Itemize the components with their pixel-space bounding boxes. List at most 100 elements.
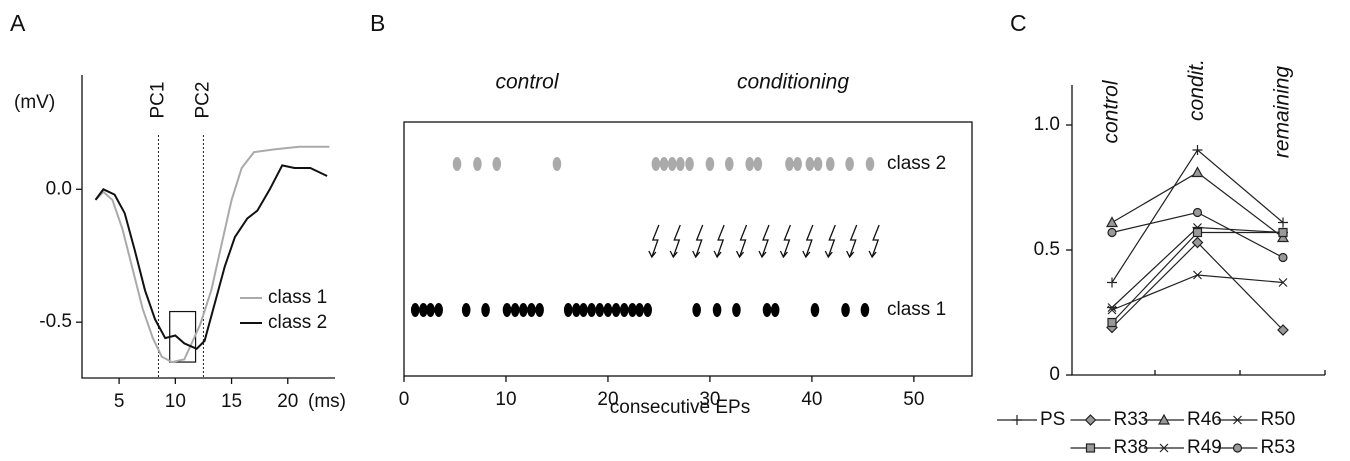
category-label: remaining [1271,66,1294,159]
x-tick-label: 10 [165,391,186,412]
ep-dot [481,303,490,317]
ep-dot [860,303,870,317]
x-tick-label: 50 [903,389,924,410]
marker [1159,443,1169,453]
ep-dot [426,303,435,317]
ep-dot [762,303,772,317]
ep-dot [805,157,815,171]
legend-label: R38 [1114,437,1149,458]
ep-dot [770,303,780,317]
ep-dot [712,303,722,317]
marker [1278,252,1288,263]
stimulus [713,224,725,259]
ep-dot [461,303,471,317]
ep-dot [510,303,520,317]
x-tick-label: 20 [597,389,618,410]
row-label: class 2 [887,153,946,174]
legend-label: R50 [1261,409,1296,430]
ep-dot [572,303,581,317]
ep-dot [732,303,741,317]
panel-label: A [10,10,26,36]
y-tick-label: 0.0 [46,178,72,199]
marker [1232,415,1243,425]
x-tick-label: 30 [699,389,720,410]
marker [1192,207,1203,218]
ep-dot [793,157,802,171]
ep-dot [745,157,754,171]
legend-label: R53 [1261,437,1296,458]
ep-dot [552,157,562,171]
stimulus [824,224,836,259]
stimulus [669,224,681,259]
ep-dot [813,157,823,171]
ep-dot [611,303,621,317]
marker [1107,277,1117,288]
series-line [1111,241,1284,331]
y-tick-label: -0.5 [39,311,72,332]
marker [1278,227,1288,238]
pc-label: PC2 [192,82,213,119]
marker [1107,227,1117,238]
ep-dot [595,303,605,317]
ep-dot [603,303,613,317]
stimulus [692,224,704,259]
ep-dot [635,303,644,317]
marker [1157,413,1171,425]
ep-dot [519,303,528,317]
ep-dot [473,157,482,171]
ep-dot [535,303,544,317]
ep-dot [724,157,734,171]
marker [1278,278,1288,287]
series-line [94,145,330,364]
category-label: control [1100,79,1123,143]
ep-dot [410,303,420,317]
x-tick-label: 0 [399,389,410,410]
x-axis-label: (ms) [308,391,346,412]
ep-dot [492,157,502,171]
marker [1107,317,1117,328]
ep-dot [434,303,443,317]
x-tick-label: 15 [221,391,242,412]
ep-dot [452,157,462,171]
x-tick-label: 20 [277,391,298,412]
legend-label: class 1 [268,287,327,308]
marker [1191,236,1204,249]
ep-dot [527,303,536,317]
ep-dot [810,303,820,317]
x-tick-label: 10 [495,389,516,410]
ep-dot [667,157,677,171]
ep-dot [865,157,875,171]
ep-dot [502,303,512,317]
stimulus [648,224,660,259]
y-tick-label: 0 [1049,364,1060,385]
row-label: class 1 [887,299,946,320]
y-tick-label: 1.0 [1034,114,1060,135]
marker [1193,270,1202,280]
stimulus [846,224,858,259]
y-tick-label: 0.5 [1034,239,1060,260]
category-label: condit. [1185,59,1208,121]
legend-label: class 2 [268,312,327,333]
x-axis-label: consecutive EPs [610,397,750,418]
panel-label: B [370,10,385,36]
marker [1277,324,1289,336]
marker [1084,414,1097,426]
axis [81,75,335,379]
series-line [94,164,328,350]
ep-dot [659,157,669,171]
phase-label: control [495,71,559,94]
ep-dot [628,303,637,317]
frame [403,121,973,377]
ep-dot [643,303,653,317]
ep-dot [692,303,701,317]
ep-dot [841,303,850,317]
legend-label: R49 [1187,437,1222,458]
ep-dot [845,157,854,171]
panel-label: C [1010,10,1027,36]
x-tick-label: 40 [801,389,822,410]
x-tick-label: 5 [114,391,125,412]
series-line [1111,274,1284,311]
ep-dot [619,303,629,317]
legend-label: R33 [1114,409,1149,430]
marker [1192,227,1203,238]
